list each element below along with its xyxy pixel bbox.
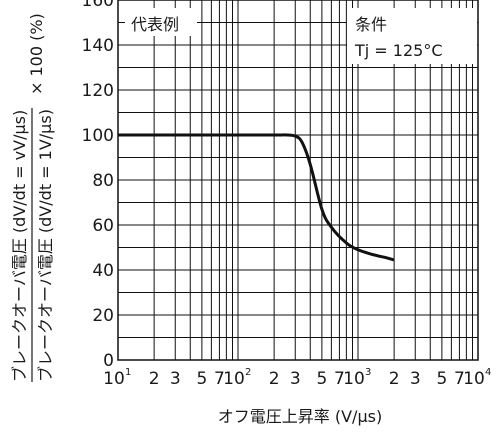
x-tick-label: 10 [103,369,125,389]
x-tick-label: 5 [316,369,327,389]
plot-frame [117,0,479,361]
x-tick-exponent: 3 [365,367,371,378]
x-tick-label: 10 [343,369,365,389]
y-tick-label: 80 [92,171,114,191]
x-tick-labels: 10 1 2 3 5 710 2 2 3 5 710 3 2 3 5 710 4 [103,367,491,389]
legend-label: 代表例 [131,15,179,34]
series-line [118,133,395,262]
x-tick-label: 3 [410,369,421,389]
y-tick-label: 160 [82,0,114,11]
y-axis-label: ブレークオーバ電圧 (dV/dt = vV/µs) ブレークオーバ電圧 (dV/… [10,13,55,382]
y-tick-label: 20 [92,306,114,326]
conditions-title: 条件 [355,15,387,34]
y-tick-label: 140 [82,36,114,56]
x-tick-label: 5 [196,369,207,389]
x-tick-exponent: 1 [125,367,131,378]
x-axis-label: オフ電圧上昇率 (V/µs) [218,407,382,426]
x-tick-label: 7 [214,369,225,389]
y-tick-label: 60 [92,216,114,236]
y-tick-label: 40 [92,261,114,281]
x-tick-label: 7 [454,369,465,389]
y-tick-labels: 0 20 40 60 80 100 120 140 160 [82,0,114,371]
conditions-value: Tj = 125°C [354,41,443,60]
x-tick-label: 10 [463,369,485,389]
legend-box [125,8,197,36]
x-tick-label: 3 [290,369,301,389]
x-tick-exponent: 4 [485,367,491,378]
y-axis-label-factor: × 100 (%) [27,13,46,95]
x-tick-label: 10 [223,369,245,389]
y-tick-label: 100 [82,126,114,146]
x-tick-exponent: 2 [245,367,251,378]
conditions-box [347,8,477,64]
x-tick-label: 2 [149,369,160,389]
y-tick-label: 120 [82,81,114,101]
x-tick-label: 7 [334,369,345,389]
x-tick-label: 2 [389,369,400,389]
x-tick-label: 3 [170,369,181,389]
x-tick-label: 5 [436,369,447,389]
y-axis-label-denominator: ブレークオーバ電圧 (dV/dt = 1V/µs) [36,109,55,382]
y-axis-label-numerator: ブレークオーバ電圧 (dV/dt = vV/µs) [10,110,29,382]
x-tick-label: 2 [269,369,280,389]
grid [117,0,479,361]
y-tick-label: 0 [103,351,114,371]
